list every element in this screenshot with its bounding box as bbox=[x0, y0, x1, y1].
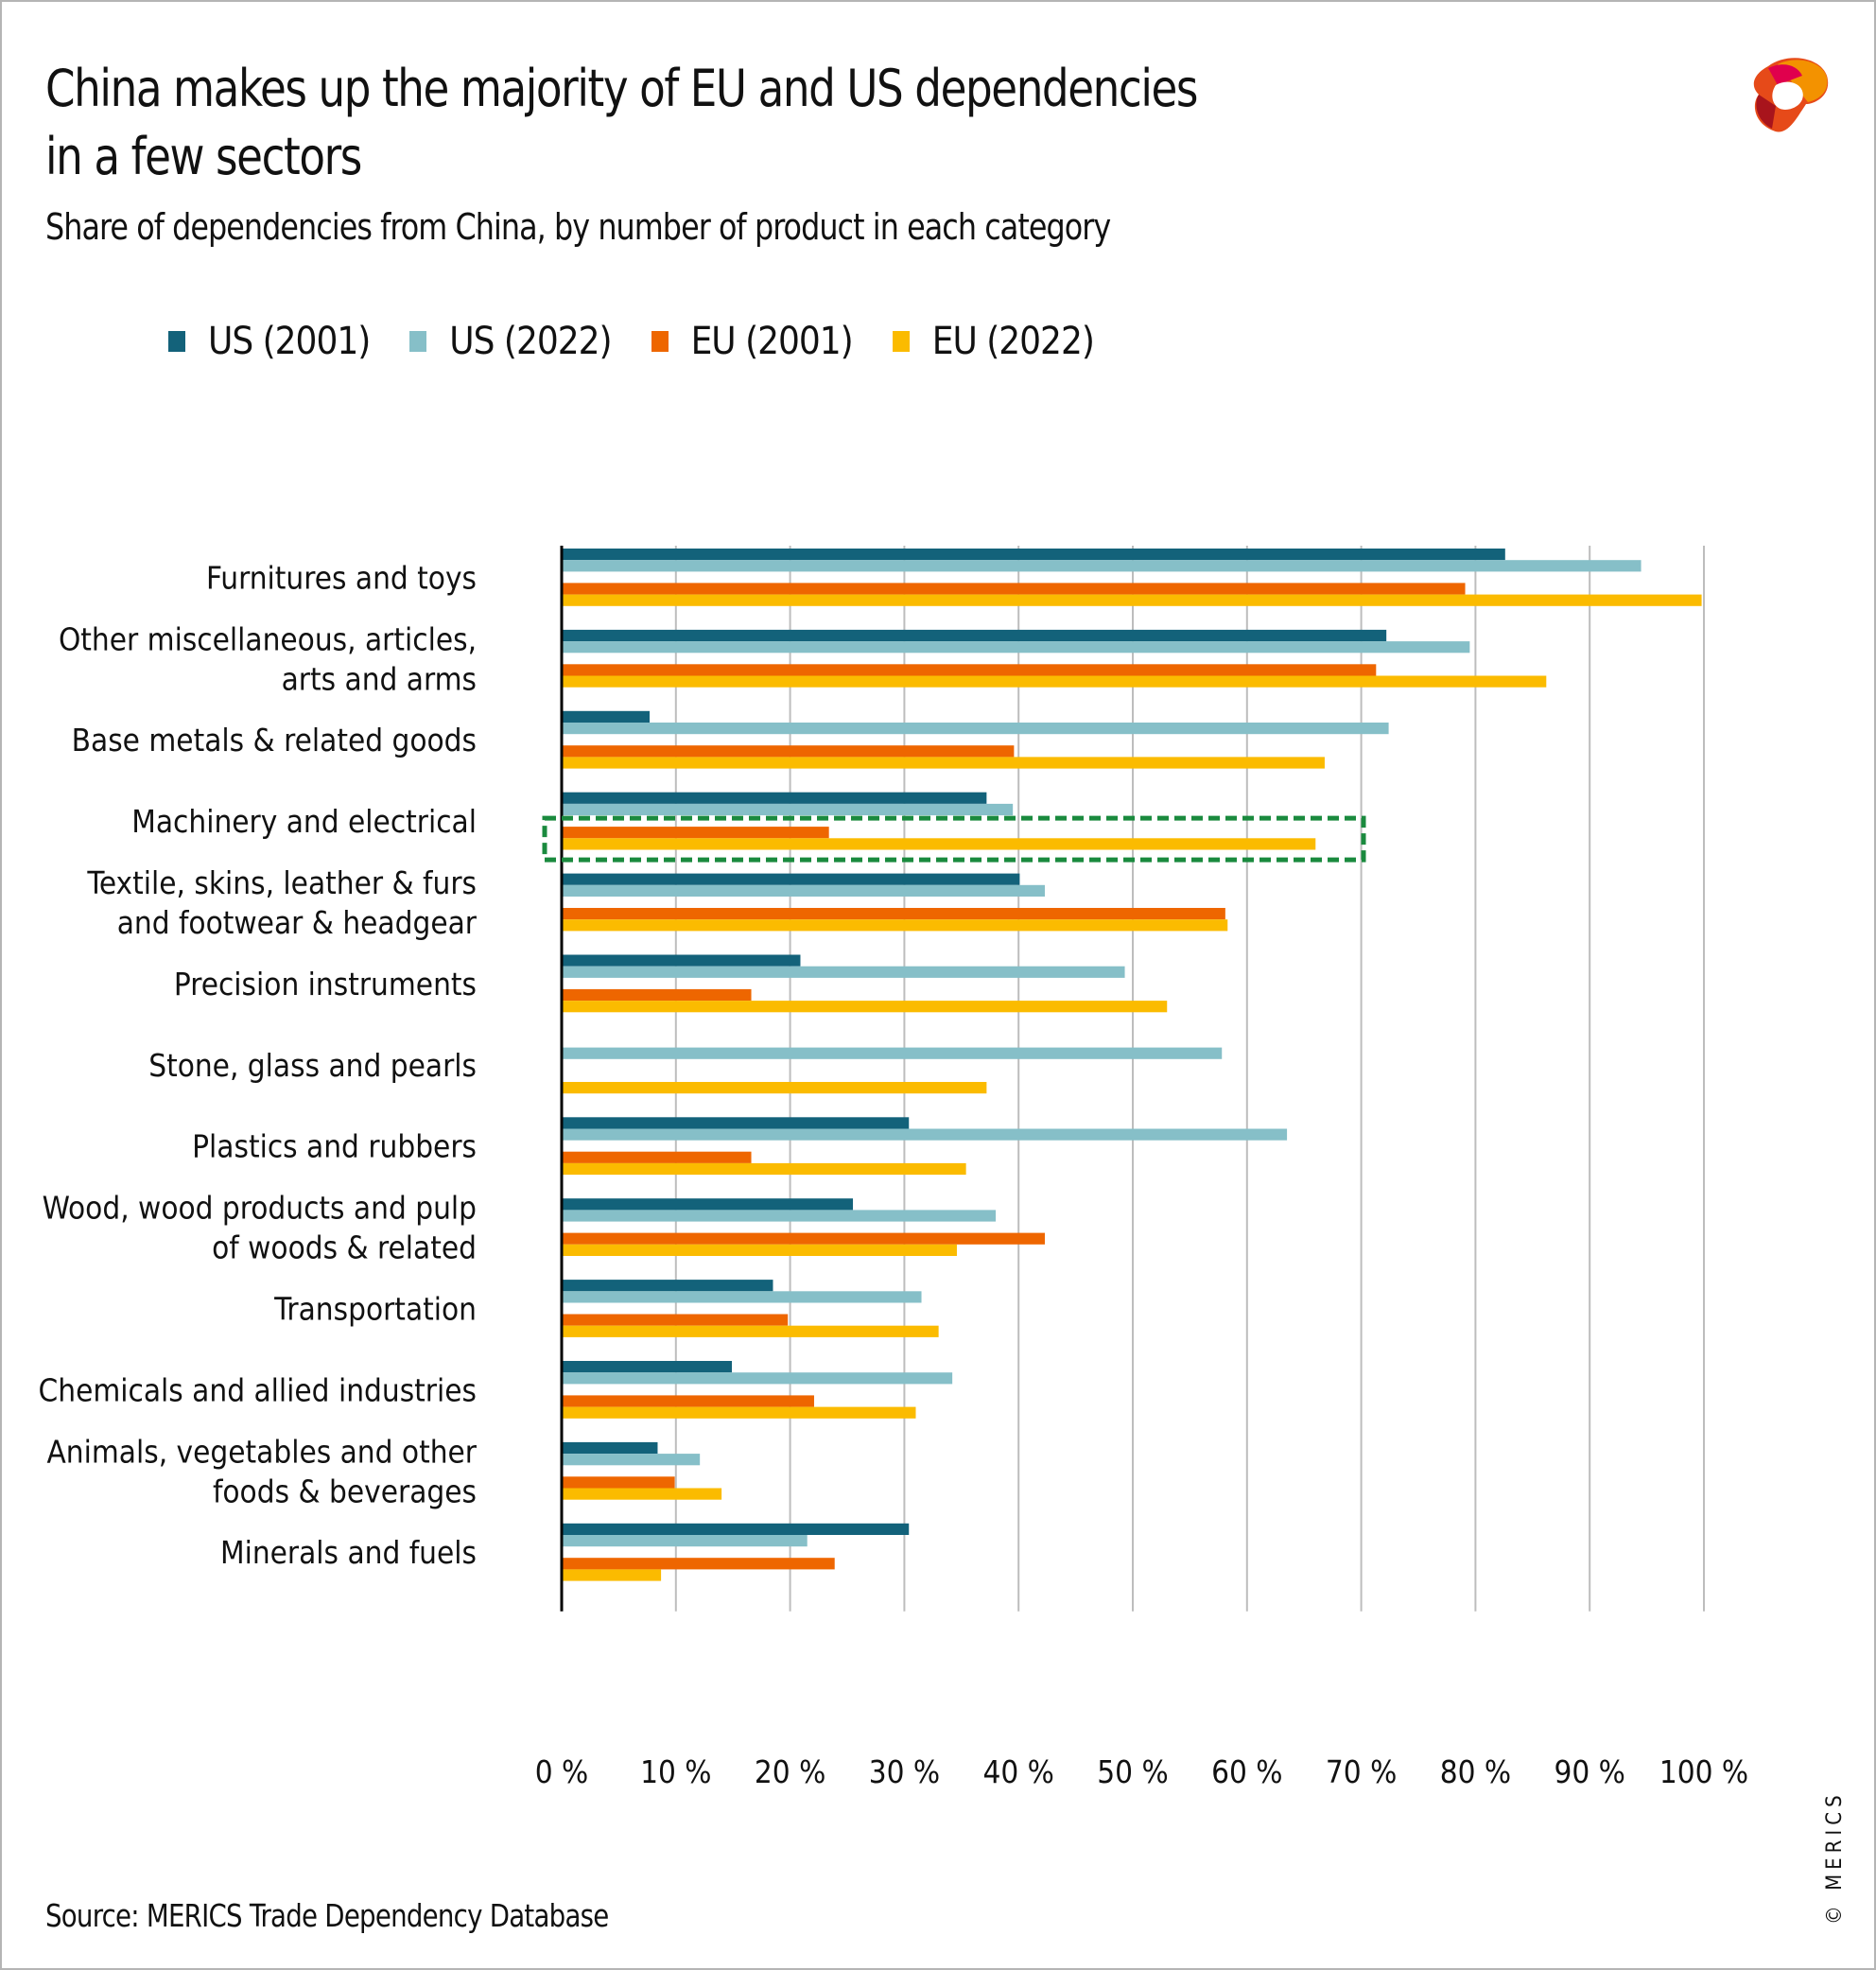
bar-eu-2001 bbox=[562, 1558, 835, 1570]
legend-item: EU (2022) bbox=[892, 320, 1095, 363]
bar-us-2022 bbox=[562, 723, 1389, 735]
bar-us-2001 bbox=[562, 1198, 854, 1211]
legend-label: US (2022) bbox=[449, 320, 612, 363]
bar-eu-2022 bbox=[562, 1488, 722, 1500]
bar-us-2001 bbox=[562, 873, 1020, 885]
bar-eu-2001 bbox=[562, 745, 1015, 758]
legend-item: US (2022) bbox=[409, 320, 613, 363]
bar-eu-2001 bbox=[562, 664, 1377, 676]
legend-swatch bbox=[409, 331, 427, 352]
bar-us-2022 bbox=[562, 1535, 808, 1547]
bar-eu-2001 bbox=[562, 988, 752, 1002]
x-tick-label: 80 % bbox=[1440, 1753, 1511, 1790]
x-tick-label: 100 % bbox=[1659, 1753, 1748, 1790]
category-label: Stone, glass and pearls bbox=[148, 1047, 477, 1084]
legend-item: US (2001) bbox=[168, 320, 371, 363]
legend-swatch bbox=[651, 331, 669, 352]
legend-label: US (2001) bbox=[208, 320, 371, 363]
bar-us-2022 bbox=[562, 1454, 701, 1466]
legend-swatch bbox=[892, 331, 910, 352]
legend-swatch bbox=[168, 331, 185, 352]
category-label: Textile, skins, leather & furs and footwe… bbox=[86, 864, 477, 941]
category-label: Furnitures and toys bbox=[206, 559, 477, 596]
bar-eu-2022 bbox=[562, 594, 1702, 606]
bar-eu-2022 bbox=[562, 838, 1316, 850]
bar-us-2022 bbox=[562, 1291, 922, 1303]
legend-item: EU (2001) bbox=[651, 320, 854, 363]
bar-eu-2001 bbox=[562, 1314, 789, 1326]
category-label: Plastics and rubbers bbox=[192, 1128, 477, 1165]
bar-eu-2001 bbox=[562, 1395, 814, 1407]
bar-eu-2001 bbox=[562, 1476, 675, 1489]
chart-subtitle: Share of dependencies from China, by num… bbox=[45, 206, 1111, 248]
x-tick-label: 50 % bbox=[1097, 1753, 1168, 1790]
x-tick-label: 90 % bbox=[1554, 1753, 1624, 1790]
bar-us-2022 bbox=[562, 966, 1125, 978]
bar-eu-2022 bbox=[562, 757, 1325, 769]
source-note: Source: MERICS Trade Dependency Database bbox=[45, 1897, 609, 1934]
x-tick-label: 10 % bbox=[640, 1753, 711, 1790]
x-tick-label: 20 % bbox=[755, 1753, 825, 1790]
bar-us-2001 bbox=[562, 629, 1387, 642]
category-label: Chemicals and allied industries bbox=[39, 1371, 477, 1408]
category-label: Other miscellaneous, articles, arts and a… bbox=[59, 620, 477, 697]
bar-eu-2022 bbox=[562, 1082, 987, 1094]
bar-us-2022 bbox=[562, 1047, 1223, 1059]
legend-label: EU (2001) bbox=[690, 320, 854, 363]
category-label: Transportation bbox=[273, 1291, 477, 1328]
x-tick-label: 70 % bbox=[1326, 1753, 1397, 1790]
bar-us-2001 bbox=[562, 792, 987, 804]
x-tick-label: 30 % bbox=[869, 1753, 940, 1790]
bar-eu-2022 bbox=[562, 1162, 966, 1176]
merics-logo-icon bbox=[1753, 58, 1829, 132]
bar-eu-2001 bbox=[562, 1232, 1045, 1245]
highlight-box bbox=[542, 815, 1366, 863]
bar-us-2022 bbox=[562, 560, 1642, 572]
bar-us-2022 bbox=[562, 1210, 997, 1222]
category-label: Machinery and electrical bbox=[131, 803, 477, 840]
x-tick-label: 0 % bbox=[535, 1753, 589, 1790]
bar-us-2001 bbox=[562, 549, 1505, 561]
bar-eu-2022 bbox=[562, 1325, 939, 1337]
category-label: Wood, wood products and pulp of woods & r… bbox=[43, 1190, 477, 1266]
bar-us-2022 bbox=[562, 641, 1470, 654]
bar-us-2001 bbox=[562, 1117, 910, 1129]
bar-eu-2022 bbox=[562, 919, 1228, 932]
bar-us-2001 bbox=[562, 710, 651, 723]
bar-us-2022 bbox=[562, 1372, 953, 1385]
bar-us-2001 bbox=[562, 1523, 910, 1535]
x-tick-label: 60 % bbox=[1211, 1753, 1282, 1790]
category-label: Animals, vegetables and other foods & bev… bbox=[47, 1433, 478, 1509]
bar-eu-2001 bbox=[562, 908, 1225, 920]
bar-eu-2022 bbox=[562, 1406, 916, 1419]
bar-eu-2001 bbox=[562, 827, 829, 839]
bar-us-2022 bbox=[562, 803, 1014, 816]
category-label: Base metals & related goods bbox=[72, 722, 477, 758]
bar-us-2001 bbox=[562, 1441, 658, 1455]
copyright-note: © MERICS bbox=[1823, 1790, 1847, 1925]
bar-eu-2022 bbox=[562, 675, 1547, 688]
bar-eu-2001 bbox=[562, 1151, 752, 1163]
chart-title: China makes up the majority of EU and US… bbox=[45, 59, 1198, 186]
bar-us-2001 bbox=[562, 1280, 773, 1292]
bar-us-2022 bbox=[562, 1128, 1288, 1141]
bar-eu-2022 bbox=[562, 1569, 662, 1581]
bar-us-2022 bbox=[562, 884, 1045, 897]
chart-legend: US (2001) US (2022) EU (2001) EU (2022) bbox=[168, 320, 1134, 363]
legend-label: EU (2022) bbox=[931, 320, 1095, 363]
bar-eu-2022 bbox=[562, 1244, 957, 1256]
bar-eu-2001 bbox=[562, 583, 1466, 595]
bar-eu-2022 bbox=[562, 1001, 1168, 1013]
bar-us-2001 bbox=[562, 1361, 732, 1373]
bar-us-2001 bbox=[562, 954, 801, 967]
category-label: Minerals and fuels bbox=[220, 1534, 477, 1571]
x-tick-label: 40 % bbox=[982, 1753, 1053, 1790]
category-label: Precision instruments bbox=[174, 966, 477, 1002]
